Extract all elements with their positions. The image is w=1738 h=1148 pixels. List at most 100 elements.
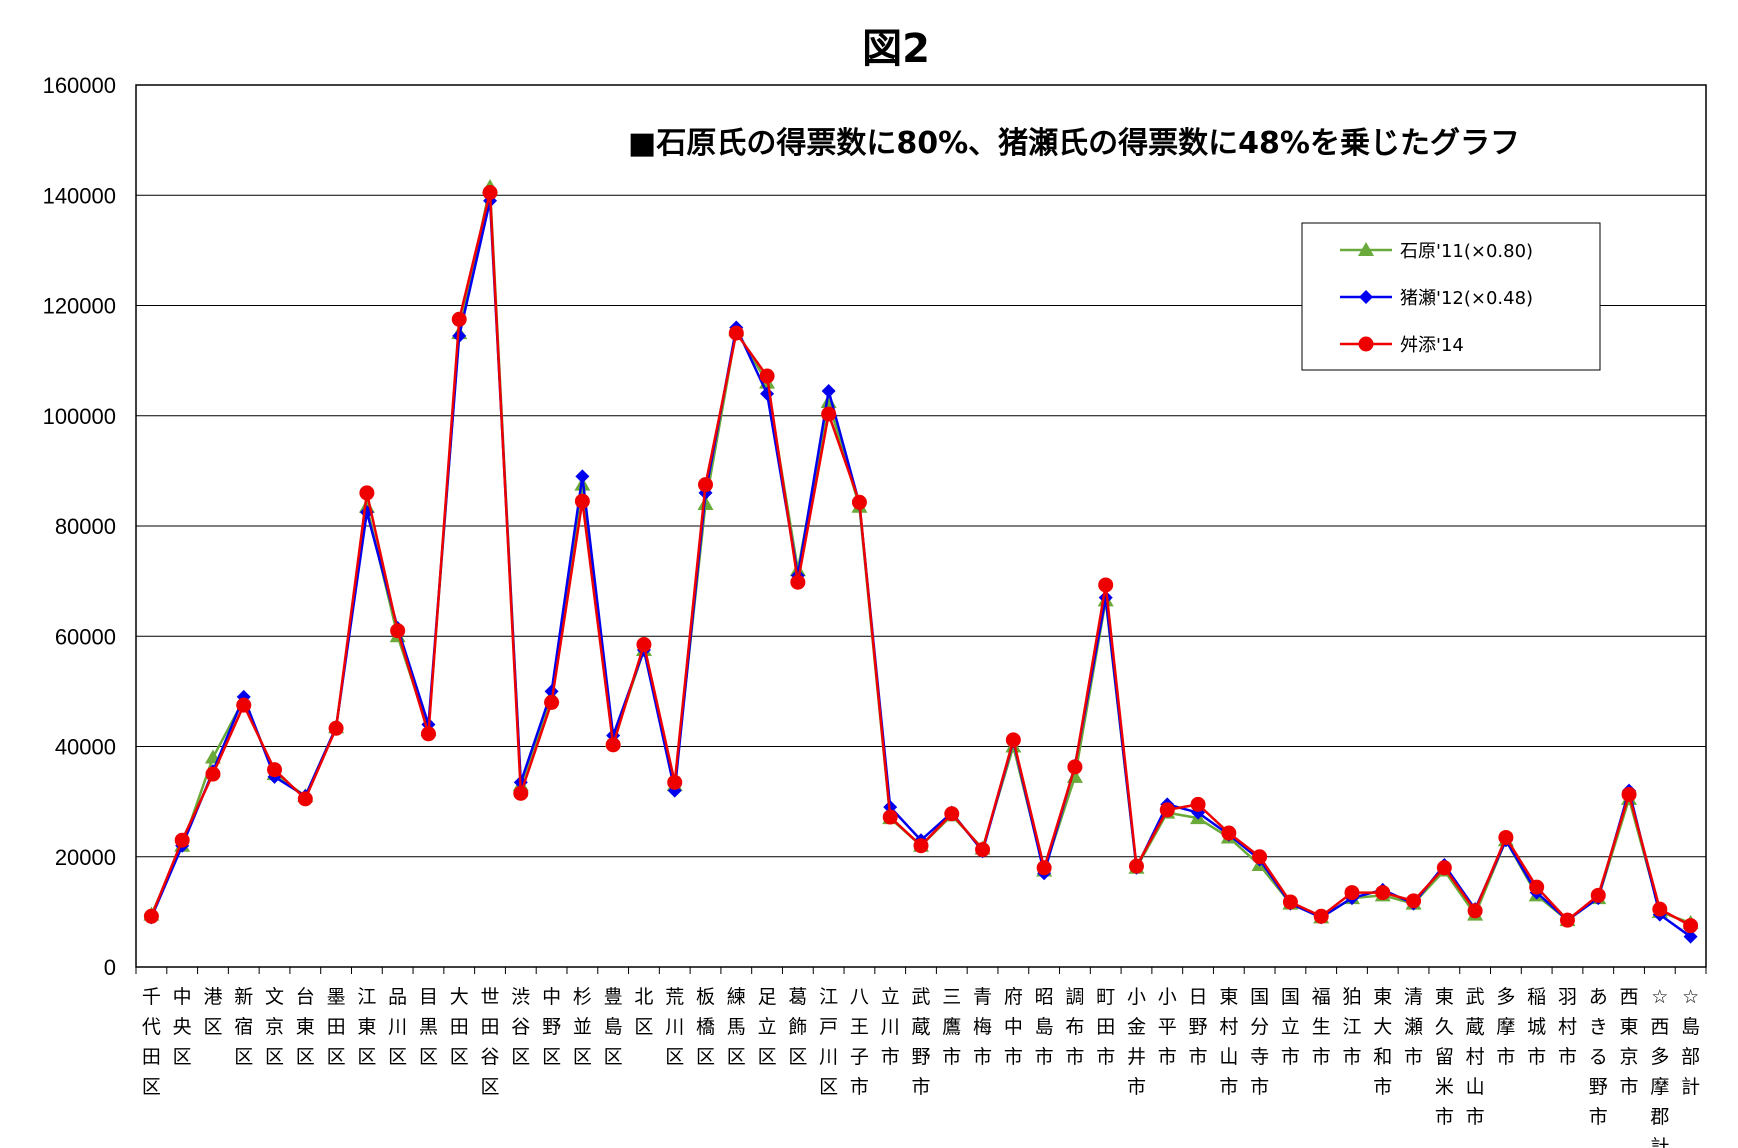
data-point: [913, 838, 929, 854]
gridlines: [136, 194, 1706, 858]
data-point: [390, 623, 406, 639]
data-point: [1683, 918, 1699, 934]
data-point: [944, 806, 960, 822]
data-point: [821, 406, 837, 422]
legend-item: 舛添'14: [1340, 335, 1464, 356]
data-point: [1252, 849, 1268, 865]
data-point: [420, 726, 436, 742]
data-point: [1621, 786, 1637, 802]
x-tick-label: 足立区: [758, 986, 777, 1068]
x-tick-label: 福生市: [1312, 986, 1331, 1068]
figure-title: 図2: [862, 26, 930, 72]
data-point: [821, 383, 836, 398]
x-tick-label: 昭島市: [1035, 986, 1054, 1068]
x-tick-label: 青梅市: [973, 986, 992, 1068]
data-point: [205, 766, 221, 782]
data-point: [1128, 858, 1144, 874]
data-point: [1159, 802, 1175, 818]
x-tick-label: 豊島区: [604, 986, 623, 1068]
x-tick-label: 東久留米市: [1435, 986, 1454, 1128]
legend-label: 舛添'14: [1400, 335, 1464, 356]
x-tick-label: 東大和市: [1373, 986, 1392, 1098]
x-axis-ticks: 千代田区中央区港区新宿区文京区台東区墨田区江東区品川区目黒区大田区世田谷区渋谷区…: [135, 967, 1707, 1148]
data-point: [544, 694, 560, 710]
data-point: [1067, 759, 1083, 775]
data-point: [297, 791, 313, 807]
data-point: [1467, 903, 1483, 919]
data-point: [451, 311, 467, 327]
x-tick-label: 墨田区: [327, 986, 346, 1068]
data-point: [790, 574, 806, 590]
x-tick-label: 渋谷区: [511, 986, 530, 1068]
x-tick-label: 世田谷区: [481, 986, 500, 1098]
x-tick-label: 練馬区: [727, 986, 746, 1068]
x-tick-label: 板橋区: [696, 986, 715, 1068]
data-point: [174, 832, 190, 848]
x-tick-label: 小平市: [1158, 986, 1177, 1068]
x-tick-label: 日野市: [1189, 986, 1208, 1068]
data-point: [1098, 577, 1114, 593]
data-point: [975, 842, 991, 858]
y-tick-label: 120000: [43, 294, 116, 319]
data-point: [1529, 879, 1545, 895]
x-tick-label: 西東京市: [1620, 986, 1639, 1098]
y-tick-label: 100000: [43, 404, 116, 429]
data-point: [1652, 901, 1668, 917]
data-point: [1344, 885, 1360, 901]
x-tick-label: 荒川区: [665, 986, 684, 1068]
series-layer: [143, 178, 1699, 944]
y-tick-label: 60000: [55, 624, 116, 649]
x-tick-label: 台東区: [296, 986, 315, 1068]
data-point: [728, 325, 744, 341]
series-3: [143, 184, 1699, 934]
data-point: [544, 684, 559, 699]
legend-marker: [1359, 290, 1373, 304]
data-point: [1406, 893, 1422, 909]
x-tick-label: ☆西多摩郡計: [1650, 986, 1669, 1148]
x-tick-label: 大田区: [450, 986, 469, 1068]
data-point: [759, 368, 775, 384]
x-tick-label: 八王子市: [850, 986, 869, 1098]
x-tick-label: あきる野市: [1589, 986, 1608, 1128]
legend-item: 石原'11(×0.80): [1340, 241, 1533, 262]
data-point: [574, 493, 590, 509]
legend: 石原'11(×0.80) 猪瀬'12(×0.48) 舛添'14: [1301, 222, 1601, 371]
x-tick-label: 新宿区: [234, 986, 253, 1068]
data-point: [1190, 796, 1206, 812]
x-tick-label: 稲城市: [1527, 986, 1546, 1068]
x-tick-label: 江東区: [357, 986, 376, 1068]
x-tick-label: 北区: [634, 986, 653, 1038]
legend-label: 石原'11(×0.80): [1400, 241, 1533, 262]
data-point: [1498, 829, 1514, 845]
x-tick-label: 品川区: [388, 986, 407, 1068]
data-point: [236, 697, 252, 713]
data-point: [482, 184, 498, 200]
data-point: [1683, 929, 1698, 944]
x-tick-label: 中野区: [542, 986, 561, 1068]
x-tick-label: 三鷹市: [942, 986, 961, 1068]
data-point: [359, 485, 375, 501]
x-tick-label: 中央区: [173, 986, 192, 1068]
data-point: [667, 774, 683, 790]
x-tick-label: 葛飾区: [788, 986, 807, 1068]
legend-label: 猪瀬'12(×0.48): [1400, 288, 1533, 309]
y-tick-label: 140000: [43, 183, 116, 208]
x-tick-label: 小金井市: [1127, 986, 1146, 1098]
x-tick-label: 武蔵村山市: [1466, 986, 1485, 1128]
x-tick-label: 調布市: [1065, 986, 1084, 1068]
data-point: [575, 469, 590, 484]
x-tick-label: 清瀬市: [1404, 986, 1423, 1068]
legend-marker: [1358, 242, 1374, 256]
data-point: [1590, 887, 1606, 903]
x-tick-label: 港区: [203, 986, 222, 1038]
data-point: [698, 477, 714, 493]
y-tick-label: 0: [104, 955, 116, 980]
x-tick-label: 狛江市: [1342, 986, 1361, 1068]
x-tick-label: 文京区: [265, 986, 284, 1068]
data-point: [1559, 912, 1575, 928]
x-tick-label: 町田市: [1096, 986, 1115, 1068]
y-tick-label: 40000: [55, 735, 116, 760]
data-point: [1436, 860, 1452, 876]
legend-marker: [1358, 336, 1374, 352]
